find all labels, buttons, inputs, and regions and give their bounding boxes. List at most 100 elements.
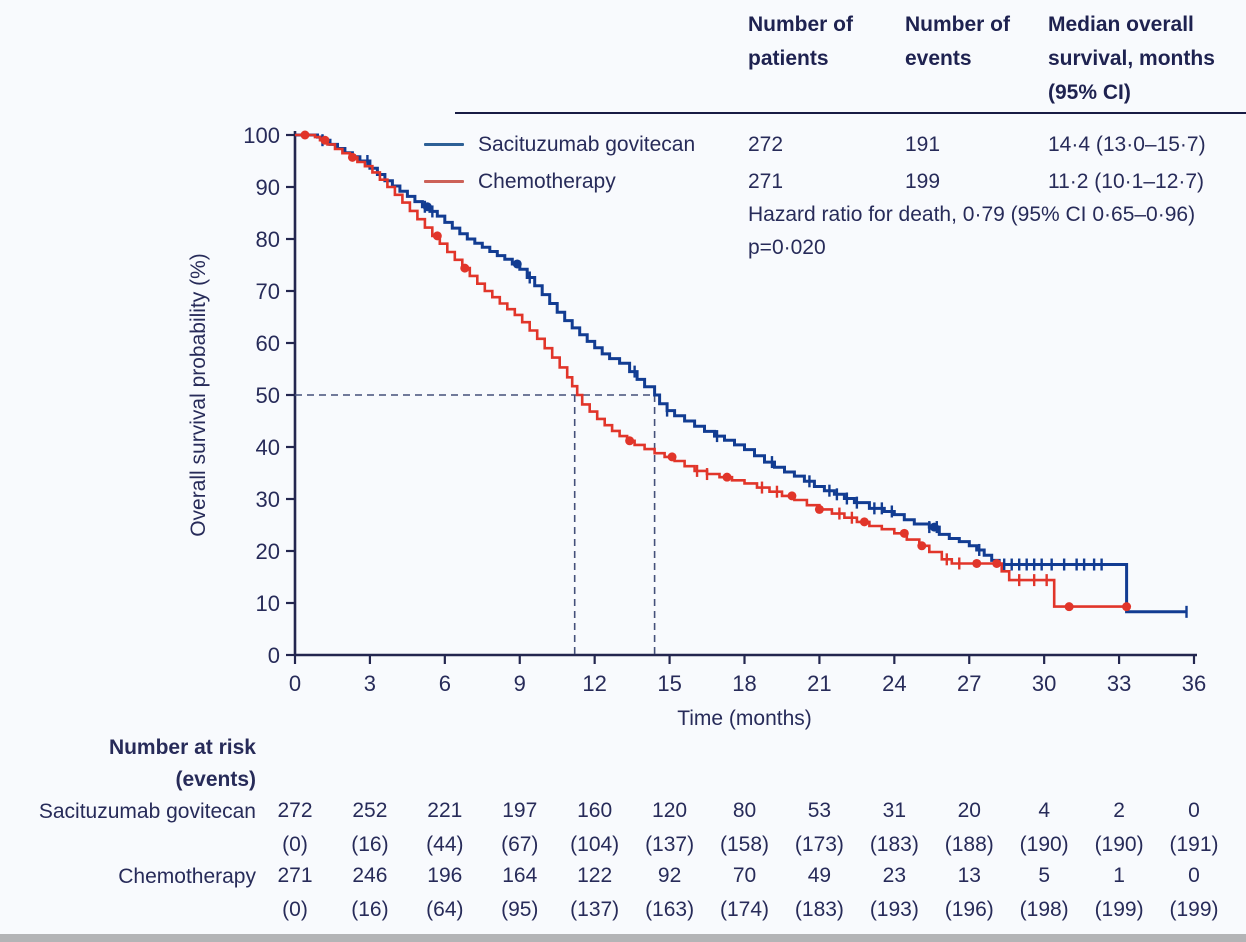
at-risk-event-count: (104)	[570, 833, 620, 856]
event-marker-dot	[929, 522, 939, 532]
at-risk-count: 20	[957, 799, 981, 822]
event-marker-dot	[300, 130, 310, 140]
event-marker-dot	[320, 135, 330, 145]
x-tick-label: 27	[957, 671, 981, 696]
at-risk-event-count: (183)	[794, 898, 844, 921]
legend-label: Sacituzumab govitecan	[478, 133, 696, 156]
event-marker-dot	[899, 528, 909, 538]
at-risk-count: 120	[652, 799, 688, 822]
event-marker-dot	[422, 202, 432, 212]
legend-swatch-sacituzumab	[424, 143, 464, 146]
at-risk-event-count: (199)	[1094, 898, 1144, 921]
at-risk-count: 164	[502, 864, 538, 887]
y-tick-label: 100	[243, 123, 280, 148]
x-tick-label: 12	[582, 671, 606, 696]
x-tick-label: 21	[807, 671, 831, 696]
at-risk-event-count: (190)	[1094, 833, 1144, 856]
x-tick-label: 33	[1107, 671, 1131, 696]
window-bottom-edge	[0, 934, 1246, 942]
at-risk-event-count: (183)	[869, 833, 919, 856]
at-risk-event-count: (193)	[869, 898, 919, 921]
y-tick-label: 60	[256, 331, 280, 356]
at-risk-event-count: (198)	[1019, 898, 1069, 921]
legend-label: Chemotherapy	[478, 170, 616, 193]
at-risk-event-count: (191)	[1169, 833, 1219, 856]
event-marker-dot	[814, 504, 824, 514]
value-median-os: 14·4 (13·0–15·7)	[1048, 133, 1206, 156]
event-marker-dot	[972, 558, 982, 568]
y-tick-label: 0	[268, 643, 280, 668]
event-marker-dot	[625, 436, 635, 446]
y-tick-label: 80	[256, 227, 280, 252]
legend-swatch-chemotherapy	[424, 180, 464, 183]
at-risk-count: 271	[277, 864, 313, 887]
event-marker-dot	[1064, 602, 1074, 612]
at-risk-count: 4	[1038, 799, 1050, 822]
at-risk-row-label-chemotherapy: Chemotherapy	[118, 865, 256, 888]
y-axis-title: Overall survival probability (%)	[187, 253, 210, 537]
event-marker-dot	[859, 517, 869, 527]
at-risk-event-count: (0)	[282, 833, 308, 856]
y-tick-label: 50	[256, 383, 280, 408]
x-axis-title: Time (months)	[677, 707, 812, 730]
x-tick-label: 36	[1182, 671, 1206, 696]
at-risk-title: Number at risk	[108, 736, 256, 759]
at-risk-count: 246	[352, 864, 388, 887]
at-risk-event-count: (64)	[426, 898, 464, 921]
col-header-median-os: Median overall survival, months (95% CI)	[1048, 13, 1215, 104]
y-tick-label: 10	[256, 591, 280, 616]
at-risk-event-count: (199)	[1169, 898, 1219, 921]
at-risk-count: 80	[732, 799, 757, 822]
at-risk-event-count: (188)	[944, 833, 994, 856]
at-risk-event-count: (173)	[794, 833, 844, 856]
at-risk-count: 221	[427, 799, 463, 822]
at-risk-event-count: (95)	[501, 898, 539, 921]
at-risk-count: 0	[1188, 799, 1200, 822]
x-tick-label: 6	[439, 671, 451, 696]
value-median-os: 11·2 (10·1–12·7)	[1048, 170, 1205, 193]
at-risk-event-count: (137)	[570, 898, 620, 921]
km-curve-chemotherapy	[295, 130, 1132, 612]
at-risk-event-count: (190)	[1019, 833, 1069, 856]
event-marker-dot	[787, 491, 797, 501]
header-rule	[455, 112, 1246, 114]
at-risk-count: 13	[957, 864, 981, 887]
at-risk-count: 31	[882, 799, 907, 822]
at-risk-row-label-sacituzumab: Sacituzumab govitecan	[38, 800, 256, 823]
at-risk-event-count: (196)	[944, 898, 994, 921]
event-marker-dot	[512, 259, 522, 269]
x-tick-label: 9	[514, 671, 526, 696]
at-risk-count: 23	[882, 864, 907, 887]
at-risk-event-count: (158)	[719, 833, 770, 856]
median-guides	[295, 394, 656, 655]
at-risk-event-count: (44)	[426, 833, 464, 856]
at-risk-event-count: (163)	[645, 898, 695, 921]
at-risk-event-count: (16)	[351, 833, 389, 856]
at-risk-count: 0	[1188, 864, 1200, 887]
y-tick-label: 20	[256, 539, 280, 564]
at-risk-count: 196	[427, 864, 463, 887]
at-risk-count: 92	[657, 864, 682, 887]
y-tick-label: 40	[256, 435, 280, 460]
at-risk-count: 5	[1038, 864, 1050, 887]
value-n-events: 199	[905, 170, 941, 193]
at-risk-count: 272	[277, 799, 313, 822]
km-curve-sacituzumab	[295, 133, 1188, 618]
at-risk-count: 70	[732, 864, 757, 887]
at-risk-event-count: (0)	[282, 898, 308, 921]
at-risk-event-count: (16)	[351, 898, 389, 921]
event-marker-dot	[667, 452, 677, 462]
event-marker-dot	[460, 263, 470, 273]
at-risk-count: 122	[577, 864, 613, 887]
y-tick-label: 90	[256, 175, 280, 200]
p-value-text: p=0·020	[748, 236, 826, 259]
x-tick-label: 24	[882, 671, 906, 696]
at-risk-count: 1	[1113, 864, 1125, 887]
event-marker-dot	[992, 558, 1002, 568]
at-risk-count: 252	[352, 799, 388, 822]
at-risk-event-count: (137)	[645, 833, 695, 856]
at-risk-event-count: (174)	[719, 898, 770, 921]
